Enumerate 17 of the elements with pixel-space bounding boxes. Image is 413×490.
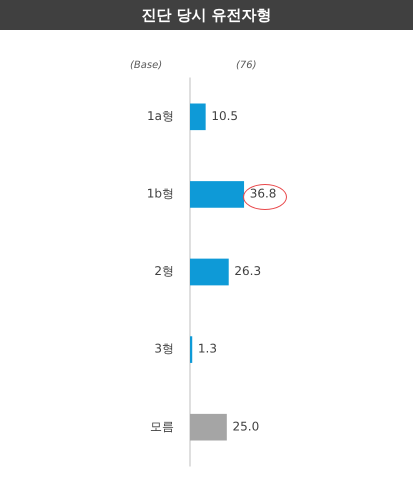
y-tick-label: 모름 — [150, 419, 174, 434]
bar — [190, 414, 227, 441]
y-tick-label: 1b형 — [146, 186, 174, 201]
data-label: 25.0 — [232, 419, 260, 434]
y-tick-label: 2형 — [154, 264, 174, 278]
chart-title: 진단 당시 유전자형 — [0, 0, 413, 30]
data-label: 1.3 — [198, 342, 217, 356]
data-label: 10.5 — [211, 108, 238, 123]
bar — [190, 181, 244, 208]
text: (76) — [236, 60, 257, 71]
bar — [190, 258, 229, 286]
data-label: 36.8 — [250, 186, 276, 201]
bar — [190, 103, 206, 130]
y-tick-label: 3형 — [154, 342, 174, 356]
data-label: 26.3 — [234, 264, 262, 278]
text: (Base) — [130, 60, 162, 71]
y-tick-label: 1a형 — [147, 108, 174, 123]
